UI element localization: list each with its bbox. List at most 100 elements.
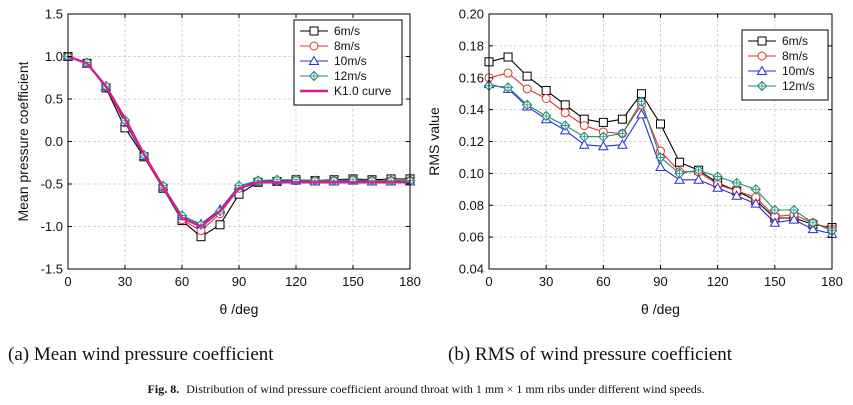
data-point bbox=[636, 108, 647, 119]
caption-label: Fig. 8. bbox=[148, 382, 180, 396]
data-point-cross bbox=[386, 176, 396, 186]
data-point bbox=[579, 121, 589, 131]
legend-marker bbox=[757, 51, 767, 61]
data-point-cross bbox=[617, 129, 627, 139]
data-point-cross bbox=[329, 176, 339, 186]
legend-label: 6m/s bbox=[782, 34, 808, 48]
x-tick-label: 0 bbox=[64, 274, 71, 289]
data-point bbox=[655, 161, 666, 171]
subtitle-b: (b) RMS of wind pressure coefficient bbox=[448, 344, 733, 365]
data-point bbox=[522, 71, 532, 81]
caption-text: Distribution of wind pressure coefficien… bbox=[186, 382, 704, 396]
data-point-cross bbox=[770, 205, 780, 215]
data-point-cross bbox=[598, 132, 608, 142]
y-tick-label: 0.06 bbox=[459, 230, 484, 245]
data-point-cross bbox=[560, 121, 570, 131]
data-point bbox=[617, 114, 627, 124]
series-k1-0-curve bbox=[67, 55, 410, 228]
x-tick-label: 60 bbox=[596, 274, 610, 289]
legend-label: K1.0 curve bbox=[334, 84, 392, 98]
figure-caption: Fig. 8. Distribution of wind pressure co… bbox=[148, 382, 705, 396]
chart-a-mean-pressure: 0 30 60 90 120 150 180 -1.5 -1.0 -0.5 0.0 0.5 1.0 1.5… bbox=[15, 7, 421, 318]
legend-label: 10m/s bbox=[334, 54, 367, 68]
data-point-cross bbox=[789, 205, 799, 215]
data-point bbox=[503, 68, 513, 78]
x-tick-label: 180 bbox=[821, 274, 843, 289]
x-tick-label: 150 bbox=[764, 274, 786, 289]
y-tick-label: 0.14 bbox=[459, 102, 484, 117]
data-point bbox=[712, 182, 724, 192]
data-point bbox=[215, 220, 225, 230]
data-point-cross bbox=[675, 168, 685, 178]
x-tick-label: 150 bbox=[342, 274, 364, 289]
data-point bbox=[541, 93, 551, 103]
y-tick-label: 0.16 bbox=[459, 70, 484, 85]
data-point-cross bbox=[541, 111, 551, 121]
data-point-cross bbox=[694, 165, 704, 175]
y-tick-label: 0.0 bbox=[45, 134, 63, 149]
y-tick-label: 0.04 bbox=[459, 262, 484, 277]
data-point bbox=[560, 100, 570, 110]
y-tick-label: 0.20 bbox=[459, 7, 484, 22]
data-point bbox=[617, 139, 628, 149]
data-point bbox=[788, 214, 800, 224]
data-point bbox=[598, 117, 608, 127]
legend-marker bbox=[309, 26, 319, 36]
series-line bbox=[67, 55, 410, 228]
y-tick-label: -1.5 bbox=[41, 262, 63, 277]
data-point bbox=[522, 84, 532, 94]
legend-marker-cross bbox=[757, 81, 767, 91]
data-point bbox=[578, 139, 590, 149]
data-point-cross bbox=[503, 82, 513, 92]
subtitle-a: (a) Mean wind pressure coefficient bbox=[8, 344, 274, 365]
legend-box bbox=[741, 29, 829, 101]
data-point bbox=[597, 140, 609, 151]
y-tick-label: 0.10 bbox=[459, 166, 484, 181]
legend-label: 12m/s bbox=[782, 79, 815, 93]
x-tick-label: 180 bbox=[399, 274, 421, 289]
data-point bbox=[731, 190, 743, 200]
legend-marker bbox=[757, 36, 767, 46]
data-point bbox=[675, 157, 685, 167]
legend-label: 8m/s bbox=[782, 49, 808, 63]
data-point bbox=[560, 108, 570, 118]
data-point-cross bbox=[253, 176, 263, 186]
x-tick-label: 0 bbox=[485, 274, 492, 289]
y-tick-label: 0.08 bbox=[459, 198, 484, 213]
data-point bbox=[541, 86, 551, 95]
data-point-cross bbox=[579, 132, 589, 142]
y-axis-label: RMS value bbox=[426, 107, 442, 176]
data-point bbox=[769, 217, 781, 227]
legend-label: 8m/s bbox=[334, 39, 360, 53]
y-tick-label: 0.18 bbox=[459, 38, 484, 53]
data-point bbox=[674, 174, 685, 184]
x-tick-label: 90 bbox=[653, 274, 667, 289]
legend-marker bbox=[756, 65, 768, 75]
chart-b-rms: 0 30 60 90 120 150 180 0.04 0.06 0.08 0.10 0.12 0.14… bbox=[426, 7, 843, 318]
data-point bbox=[807, 223, 819, 234]
y-tick-label: -1.0 bbox=[41, 219, 63, 234]
data-point-cross bbox=[367, 176, 377, 186]
legend-label: 12m/s bbox=[334, 69, 367, 83]
x-tick-label: 90 bbox=[232, 274, 246, 289]
y-tick-label: 0.5 bbox=[45, 92, 63, 107]
y-tick-label: -0.5 bbox=[41, 177, 63, 192]
data-point-cross bbox=[310, 176, 320, 186]
y-tick-label: 1.5 bbox=[45, 7, 63, 22]
x-axis-label: θ /deg bbox=[220, 301, 259, 317]
x-tick-label: 120 bbox=[285, 274, 307, 289]
data-point-cross bbox=[636, 97, 646, 107]
legend-marker bbox=[308, 55, 320, 65]
data-point-cross bbox=[522, 100, 532, 110]
y-axis-label: Mean pressure coefficient bbox=[15, 61, 31, 221]
data-point-cross bbox=[656, 152, 665, 162]
y-tick-label: 1.0 bbox=[45, 49, 63, 64]
data-point-cross bbox=[732, 178, 742, 188]
legend-marker bbox=[309, 41, 319, 51]
data-point bbox=[656, 119, 665, 129]
series-12m-s bbox=[483, 80, 838, 236]
x-tick-label: 120 bbox=[707, 274, 729, 289]
legend-label: 6m/s bbox=[334, 24, 360, 38]
